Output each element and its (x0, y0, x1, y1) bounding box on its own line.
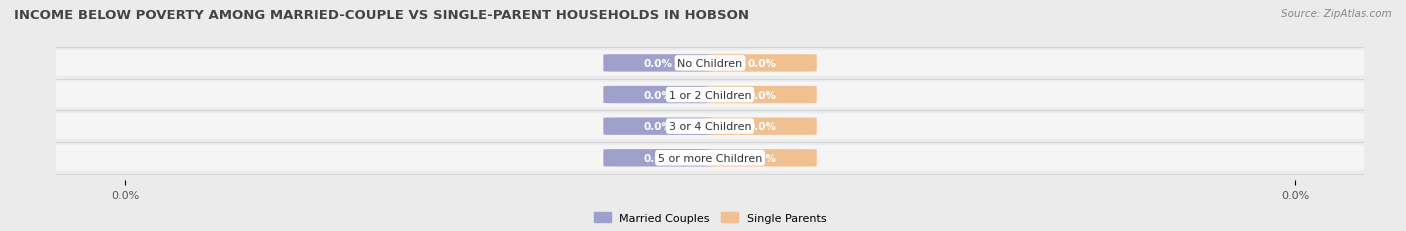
FancyBboxPatch shape (603, 149, 713, 167)
Text: 0.0%: 0.0% (644, 90, 673, 100)
FancyBboxPatch shape (35, 114, 1385, 140)
Text: 0.0%: 0.0% (747, 90, 776, 100)
FancyBboxPatch shape (35, 51, 1385, 76)
Text: 1 or 2 Children: 1 or 2 Children (669, 90, 751, 100)
FancyBboxPatch shape (603, 55, 713, 72)
Text: Source: ZipAtlas.com: Source: ZipAtlas.com (1281, 9, 1392, 19)
FancyBboxPatch shape (35, 82, 1385, 108)
FancyBboxPatch shape (603, 86, 713, 104)
Text: 0.0%: 0.0% (644, 122, 673, 132)
Text: 5 or more Children: 5 or more Children (658, 153, 762, 163)
Legend: Married Couples, Single Parents: Married Couples, Single Parents (589, 208, 831, 227)
FancyBboxPatch shape (707, 55, 817, 72)
FancyBboxPatch shape (707, 149, 817, 167)
Text: 3 or 4 Children: 3 or 4 Children (669, 122, 751, 132)
Text: 0.0%: 0.0% (644, 153, 673, 163)
FancyBboxPatch shape (35, 145, 1385, 171)
FancyBboxPatch shape (707, 118, 817, 135)
Text: INCOME BELOW POVERTY AMONG MARRIED-COUPLE VS SINGLE-PARENT HOUSEHOLDS IN HOBSON: INCOME BELOW POVERTY AMONG MARRIED-COUPL… (14, 9, 749, 22)
Text: 0.0%: 0.0% (747, 59, 776, 69)
Text: 0.0%: 0.0% (644, 59, 673, 69)
Text: 0.0%: 0.0% (747, 122, 776, 132)
Text: 0.0%: 0.0% (747, 153, 776, 163)
FancyBboxPatch shape (707, 86, 817, 104)
Text: No Children: No Children (678, 59, 742, 69)
FancyBboxPatch shape (603, 118, 713, 135)
